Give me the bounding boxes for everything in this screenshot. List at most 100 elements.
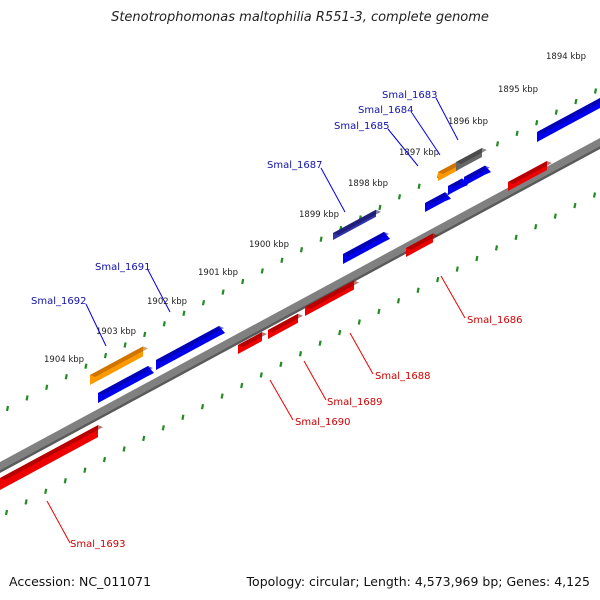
tick-mark: [280, 257, 284, 264]
tick-mark: [200, 403, 205, 410]
gene-arrows: [0, 97, 600, 490]
tick-mark: [84, 363, 88, 369]
tick-mark: [83, 467, 87, 473]
gene-arrow-smal-1691[interactable]: [156, 325, 225, 370]
tick-mark: [397, 194, 402, 200]
kbp-label: 1894 kbp: [546, 52, 586, 62]
accession-label: Accession:: [9, 574, 76, 589]
tick-mark: [102, 456, 107, 463]
tick-mark: [377, 308, 381, 315]
gene-label-smal-1691[interactable]: Smal_1691: [95, 262, 150, 273]
kbp-label: 1900 kbp: [249, 240, 289, 250]
gene-label-smal-1688[interactable]: Smal_1688: [375, 371, 430, 382]
length-value: 4,573,969 bp: [414, 574, 499, 589]
gene-label-smal-1693[interactable]: Smal_1693: [70, 539, 125, 550]
tick-mark: [182, 310, 186, 316]
tick-mark: [378, 204, 382, 211]
gene-arrow-smal-1690[interactable]: [238, 332, 267, 354]
tick-track-forward: [5, 88, 598, 412]
kbp-label: 1899 kbp: [299, 210, 339, 220]
leader-line: [411, 112, 441, 156]
tick-mark: [319, 236, 323, 242]
length-label: Length:: [363, 574, 411, 589]
tick-mark: [299, 247, 304, 253]
kbp-label: 1897 kbp: [399, 148, 439, 158]
gene-arrow-smal-1692[interactable]: [90, 346, 148, 385]
leader-line: [85, 303, 107, 347]
tick-mark: [4, 509, 9, 516]
gene-arrow-smal-1687-selected[interactable]: [333, 209, 381, 240]
gene-arrow-smal-1681[interactable]: [508, 160, 552, 191]
gene-label-smal-1684[interactable]: Smal_1684: [358, 105, 413, 116]
tick-mark: [44, 488, 48, 495]
tick-mark: [142, 435, 146, 442]
leader-line: [387, 128, 419, 167]
gene-arrow-smal-1687[interactable]: [343, 231, 390, 264]
gene-arrow-smal-1685[interactable]: [425, 192, 451, 212]
genome-summary: Topology: circular; Length: 4,573,969 bp…: [246, 574, 590, 589]
tick-mark: [25, 395, 29, 401]
gene-label-smal-1692[interactable]: Smal_1692: [31, 296, 86, 307]
leader-line: [269, 379, 294, 421]
gene-arrow-smal-1691b[interactable]: [98, 366, 154, 403]
gene-arrow-smal-1682[interactable]: [537, 97, 600, 142]
tick-mark: [318, 340, 322, 346]
tick-mark: [161, 425, 165, 431]
gene-arrow-smal-1686[interactable]: [406, 233, 438, 257]
tick-mark: [573, 202, 577, 209]
tick-mark: [220, 393, 224, 399]
tick-mark: [515, 130, 519, 137]
tick-mark: [122, 446, 126, 452]
gene-arrow-smal-1688[interactable]: [305, 280, 359, 316]
tick-mark: [494, 245, 499, 251]
tick-mark: [103, 352, 108, 359]
gene-label-smal-1686[interactable]: Smal_1686: [467, 315, 522, 326]
tick-mark: [475, 255, 479, 262]
gene-labels: Smal_1683 Smal_1684 Smal_1685 Smal_1687 Smal…: [31, 90, 522, 550]
gene-arrow-smal-1683[interactable]: [456, 147, 487, 171]
tick-mark: [143, 331, 147, 338]
tick-mark: [201, 299, 206, 306]
tick-mark: [416, 287, 420, 293]
tick-mark: [240, 382, 244, 389]
tick-mark: [396, 298, 401, 304]
tick-mark: [64, 374, 68, 380]
tick-mark: [241, 278, 245, 285]
tick-mark: [260, 268, 264, 274]
leader-line: [440, 275, 466, 319]
kbp-label: 1895 kbp: [498, 85, 538, 95]
tick-mark: [259, 372, 263, 378]
tick-mark: [221, 289, 225, 295]
tick-mark: [535, 120, 539, 126]
gene-arrow-smal-1693[interactable]: [0, 425, 103, 490]
tick-mark: [574, 98, 578, 105]
tick-mark: [181, 414, 185, 420]
tick-mark: [45, 384, 49, 391]
genes-value: 4,125: [554, 574, 590, 589]
gene-arrow-smal-1684b[interactable]: [464, 165, 491, 186]
kbp-scale: 1894 kbp 1895 kbp 1896 kbp 1897 kbp 1898 kbp…: [44, 52, 586, 365]
tick-mark: [338, 329, 342, 336]
leader-line: [320, 167, 346, 213]
map-title: Stenotrophomonas maltophilia R551-3, com…: [111, 10, 489, 25]
leader-line: [349, 332, 374, 375]
topology-value: circular: [309, 574, 356, 589]
accession-value: NC_011071: [79, 574, 152, 589]
tick-mark: [24, 499, 28, 505]
gene-label-smal-1683[interactable]: Smal_1683: [382, 90, 437, 101]
genome-backbone: [0, 138, 600, 470]
kbp-label: 1898 kbp: [348, 179, 388, 189]
tick-mark: [357, 319, 361, 325]
tick-mark: [417, 183, 421, 189]
gene-arrow-smal-1689[interactable]: [268, 313, 303, 339]
gene-label-smal-1690[interactable]: Smal_1690: [295, 417, 350, 428]
gene-label-smal-1685[interactable]: Smal_1685: [334, 121, 389, 132]
tick-mark: [298, 351, 303, 357]
gene-label-smal-1687[interactable]: Smal_1687: [267, 160, 322, 171]
tick-mark: [455, 266, 459, 272]
tick-mark: [279, 361, 283, 368]
gene-label-smal-1689[interactable]: Smal_1689: [327, 397, 382, 408]
genes-label: Genes:: [506, 574, 551, 589]
tick-mark: [554, 109, 558, 115]
